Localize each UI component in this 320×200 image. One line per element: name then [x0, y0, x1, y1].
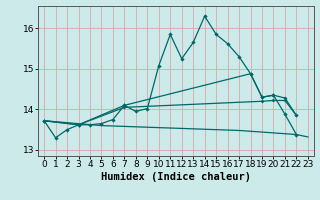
X-axis label: Humidex (Indice chaleur): Humidex (Indice chaleur) — [101, 172, 251, 182]
